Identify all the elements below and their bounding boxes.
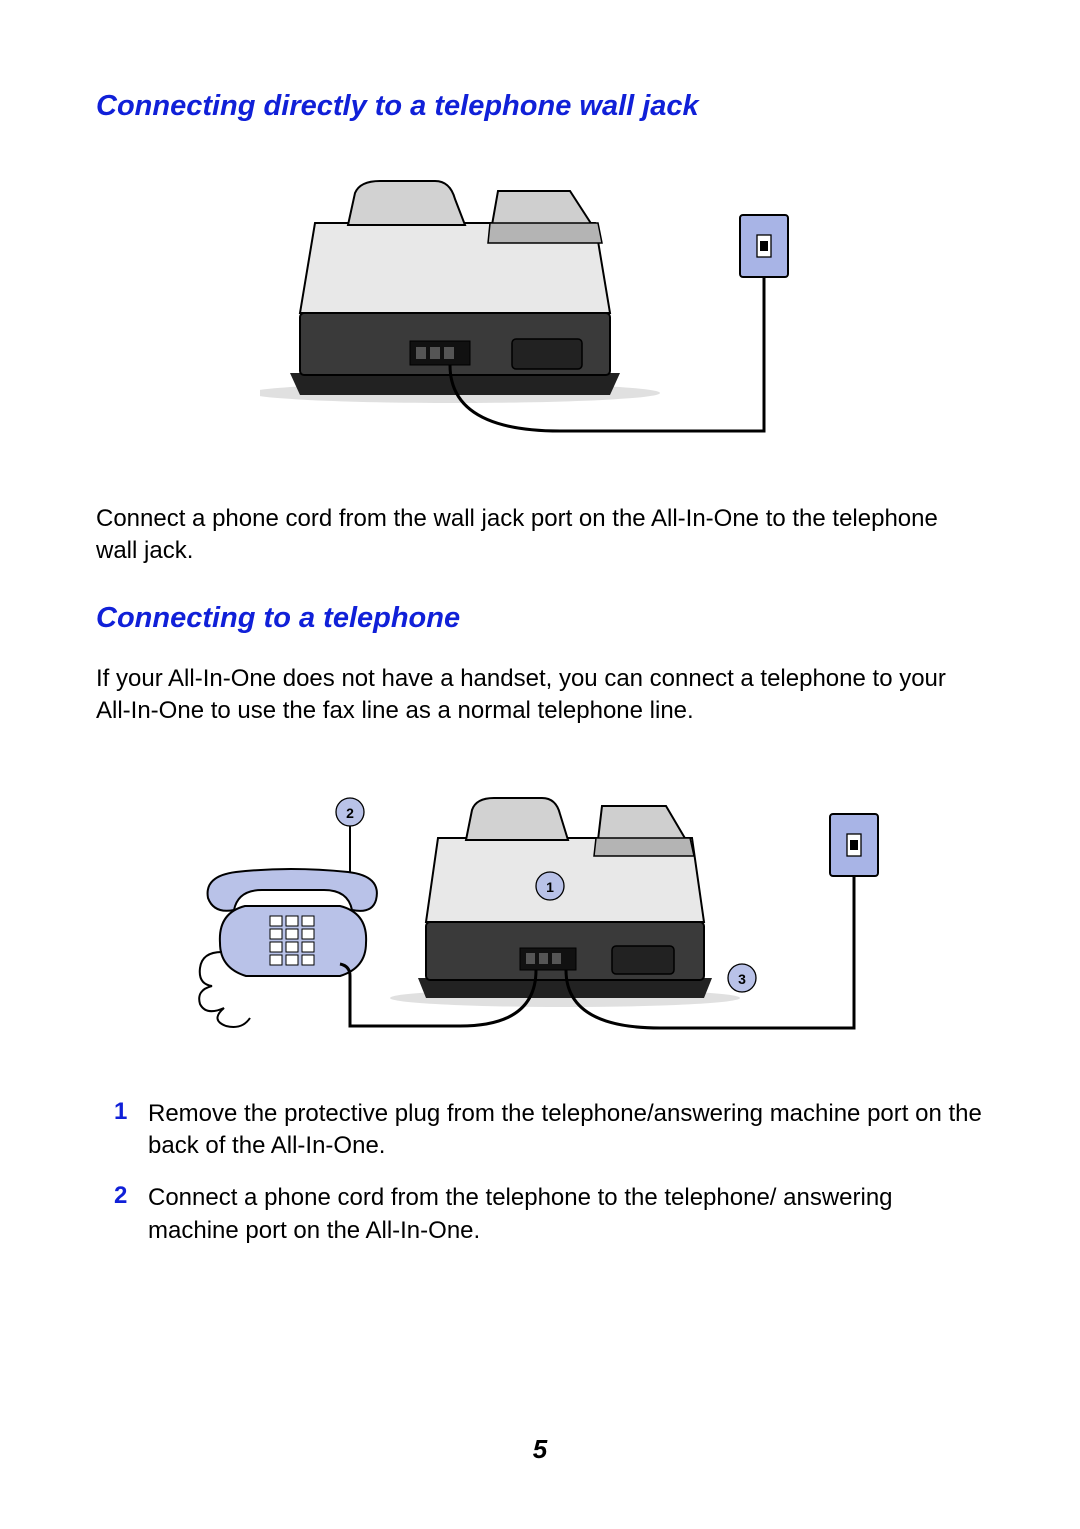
step-number: 2 [114,1182,148,1247]
page-number: 5 [0,1434,1080,1465]
step-item: 2 Connect a phone cord from the telephon… [114,1182,984,1247]
wall-jack-icon [740,215,788,277]
section1-heading: Connecting directly to a telephone wall … [96,90,984,123]
step-text: Remove the protective plug from the tele… [148,1098,984,1163]
callout-1: 1 [536,872,564,900]
figure-walljack-direct [96,163,984,453]
step-item: 1 Remove the protective plug from the te… [114,1098,984,1163]
figure-telephone-connection: 2 1 3 [96,768,984,1048]
diagram-device-telephone-walljack: 2 1 3 [160,768,920,1048]
step-text: Connect a phone cord from the telephone … [148,1182,984,1247]
section2-heading: Connecting to a telephone [96,602,984,635]
svg-text:3: 3 [738,971,746,987]
section1-paragraph: Connect a phone cord from the wall jack … [96,503,984,568]
svg-text:1: 1 [546,879,554,895]
section2-intro: If your All-In-One does not have a hands… [96,663,984,728]
svg-text:2: 2 [346,805,354,821]
callout-2: 2 [336,798,364,826]
callout-3: 3 [728,964,756,992]
step-number: 1 [114,1098,148,1163]
steps-list: 1 Remove the protective plug from the te… [114,1098,984,1248]
wall-jack-icon [830,814,878,876]
all-in-one-device-icon [260,181,660,403]
diagram-device-to-walljack [260,163,820,453]
